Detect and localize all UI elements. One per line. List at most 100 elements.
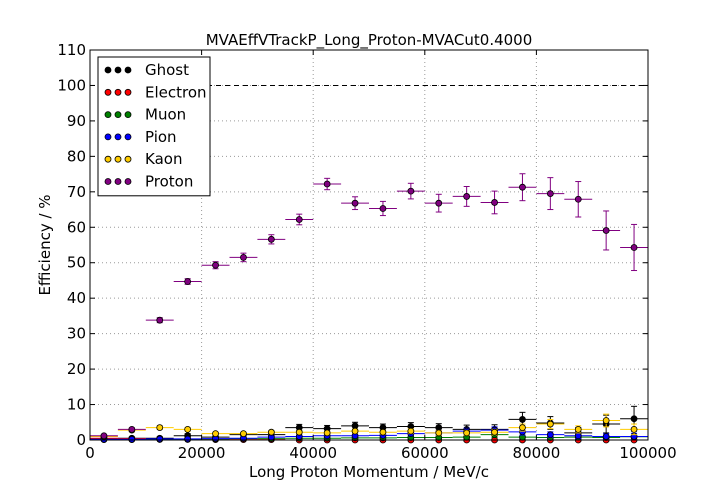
legend-marker bbox=[104, 66, 112, 74]
data-point bbox=[323, 180, 331, 188]
legend-marker bbox=[104, 178, 112, 185]
y-tick-label: 20 bbox=[67, 360, 86, 378]
data-point bbox=[435, 199, 443, 207]
x-axis-label: Long Proton Momentum / MeV/c bbox=[249, 463, 489, 481]
legend-marker bbox=[114, 155, 122, 163]
y-tick-label: 0 bbox=[76, 431, 86, 449]
legend-entry-electron: Electron bbox=[104, 83, 207, 101]
x-tick-label: 60000 bbox=[401, 444, 449, 462]
data-point bbox=[100, 432, 108, 440]
data-point bbox=[184, 278, 192, 285]
x-tick-label: 20000 bbox=[178, 444, 226, 462]
data-point bbox=[574, 425, 582, 433]
y-tick-label: 30 bbox=[67, 325, 86, 343]
data-point bbox=[156, 435, 164, 443]
data-point bbox=[574, 432, 582, 440]
y-tick-label: 80 bbox=[67, 147, 86, 165]
data-point bbox=[491, 428, 498, 436]
y-tick-label: 60 bbox=[67, 218, 86, 236]
x-tick-label: 80000 bbox=[513, 444, 561, 462]
data-point bbox=[602, 227, 610, 234]
legend-entry-ghost: Ghost bbox=[104, 61, 189, 79]
data-point bbox=[379, 205, 387, 212]
legend-marker bbox=[104, 133, 112, 141]
data-point bbox=[267, 428, 275, 436]
data-point bbox=[379, 428, 387, 436]
data-point bbox=[407, 187, 415, 195]
data-point bbox=[156, 424, 164, 431]
legend-marker bbox=[104, 111, 112, 118]
data-point bbox=[602, 417, 610, 424]
data-point bbox=[407, 427, 415, 435]
data-point bbox=[240, 430, 247, 438]
legend-entry-proton: Proton bbox=[104, 173, 193, 191]
data-point bbox=[295, 428, 303, 436]
plot-frame bbox=[89, 49, 649, 441]
data-point bbox=[630, 415, 638, 423]
data-point bbox=[519, 424, 526, 431]
data-point bbox=[156, 316, 164, 324]
legend-entry-pion: Pion bbox=[104, 128, 177, 146]
chart-title: MVAEffVTrackP_Long_Proton-MVACut0.4000 bbox=[206, 31, 533, 50]
data-point bbox=[546, 190, 554, 197]
legend-marker bbox=[114, 66, 122, 74]
data-point bbox=[128, 425, 136, 433]
legend-label: Proton bbox=[145, 173, 193, 191]
data-point bbox=[574, 195, 582, 203]
legend-label: Kaon bbox=[145, 150, 182, 168]
legend-label: Muon bbox=[145, 106, 186, 124]
y-tick-label: 70 bbox=[67, 183, 86, 201]
legend-marker bbox=[114, 133, 122, 141]
legend-label: Pion bbox=[145, 128, 177, 146]
series-proton bbox=[90, 173, 648, 440]
legend-entry-muon: Muon bbox=[104, 106, 186, 124]
data-point bbox=[240, 254, 247, 261]
data-point bbox=[630, 244, 638, 251]
data-point bbox=[602, 433, 610, 440]
y-axis-label: Efficiency / % bbox=[36, 194, 54, 295]
legend-label: Ghost bbox=[145, 61, 189, 79]
data-point bbox=[212, 261, 219, 269]
legend-marker bbox=[104, 88, 112, 96]
data-point bbox=[546, 431, 554, 439]
legend-marker bbox=[124, 66, 132, 74]
data-point bbox=[295, 216, 303, 223]
y-tick-label: 40 bbox=[67, 289, 86, 307]
legend-marker bbox=[104, 155, 112, 163]
data-point bbox=[351, 199, 359, 207]
legend-marker bbox=[124, 133, 132, 141]
data-point bbox=[491, 199, 498, 206]
y-tick-label: 100 bbox=[57, 76, 86, 94]
data-point bbox=[323, 429, 331, 437]
legend-marker bbox=[124, 155, 132, 163]
data-point bbox=[184, 425, 192, 433]
data-point bbox=[463, 429, 471, 437]
data-point bbox=[630, 425, 638, 433]
data-point bbox=[519, 183, 526, 191]
data-point bbox=[351, 427, 359, 435]
data-point bbox=[128, 435, 136, 443]
data-point bbox=[546, 420, 554, 428]
data-point bbox=[435, 429, 443, 437]
legend-marker bbox=[114, 88, 122, 96]
data-point bbox=[519, 416, 526, 423]
legend-label: Electron bbox=[145, 83, 207, 101]
data-point bbox=[212, 430, 219, 438]
legend: Ghost Electron Muon Pion Kaon Proton bbox=[97, 56, 211, 197]
x-tick-label: 100000 bbox=[619, 444, 676, 462]
legend-marker bbox=[124, 111, 132, 118]
x-tick-label: 40000 bbox=[289, 444, 337, 462]
x-tick-label: 0 bbox=[85, 444, 95, 462]
legend-box bbox=[97, 56, 211, 197]
data-point bbox=[267, 235, 275, 243]
data-point bbox=[184, 435, 192, 443]
legend-entry-kaon: Kaon bbox=[104, 150, 182, 168]
y-tick-label: 110 bbox=[57, 41, 86, 59]
legend-marker bbox=[114, 111, 122, 118]
y-tick-label: 90 bbox=[67, 112, 86, 130]
axis-ticks: 0 20000 40000 60000 80000 100000 0 10 20 30 40 50 60… bbox=[57, 41, 676, 462]
legend-marker bbox=[124, 88, 132, 96]
y-tick-label: 50 bbox=[67, 254, 86, 272]
data-point bbox=[463, 193, 471, 200]
